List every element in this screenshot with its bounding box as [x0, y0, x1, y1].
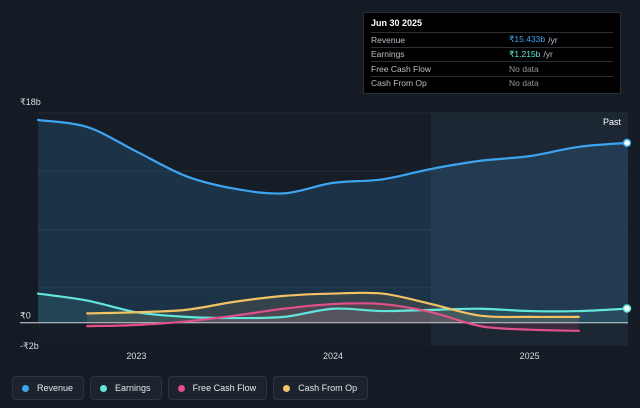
tooltip-value: ₹15.433b	[509, 34, 546, 45]
x-tick-label: 2025	[520, 351, 540, 361]
x-tick-label: 2023	[126, 351, 146, 361]
tooltip-row-earnings: Earnings ₹1.215b /yr	[371, 46, 613, 62]
legend-label: Cash From Op	[298, 383, 358, 393]
tooltip-date: Jun 30 2025	[371, 18, 423, 28]
legend-label: Revenue	[37, 383, 74, 393]
tooltip-label: Free Cash Flow	[371, 63, 431, 74]
revenue-dot-icon	[22, 384, 29, 392]
tooltip-row-fcf: Free Cash Flow No data	[371, 61, 613, 76]
tooltip-label: Revenue	[371, 34, 406, 45]
y-tick-label: ₹18b	[20, 97, 41, 107]
legend-label: Free Cash Flow	[192, 383, 257, 393]
earnings-end-point[interactable]	[622, 304, 632, 313]
revenue-area	[38, 119, 628, 323]
tooltip-value: ₹1.215b	[509, 48, 541, 59]
legend-item-free-cash-flow[interactable]: Free Cash Flow	[167, 376, 268, 400]
tooltip-label: Cash From Op	[371, 78, 427, 89]
legend-label: Earnings	[115, 383, 151, 393]
y-tick-label: ₹0	[20, 311, 31, 321]
tooltip-unit: /yr	[543, 49, 553, 60]
tooltip-value: No data	[509, 63, 539, 74]
tooltip-label: Earnings	[371, 49, 405, 60]
chart-area: ₹18b ₹0 -₹2b 2023 2024 2025 Past	[20, 97, 632, 361]
revenue-end-point[interactable]	[622, 138, 632, 148]
past-label: Past	[603, 117, 622, 127]
cash-from-op-line	[86, 291, 580, 319]
legend-item-earnings[interactable]: Earnings	[90, 376, 162, 400]
tooltip-row-cfo: Cash From Op No data	[371, 75, 613, 91]
legend: Revenue Earnings Free Cash Flow Cash Fro…	[12, 376, 369, 400]
cash-from-op-dot-icon	[283, 384, 291, 392]
tooltip-unit: /yr	[548, 34, 558, 45]
x-tick-label: 2024	[323, 351, 343, 361]
tooltip-row-revenue: Revenue ₹15.433b /yr	[371, 32, 613, 47]
revenue-line	[36, 118, 630, 195]
tooltip: Jun 30 2025 Revenue ₹15.433b /yr Earning…	[363, 12, 621, 94]
legend-item-cash-from-op[interactable]: Cash From Op	[273, 376, 369, 400]
y-tick-label: -₹2b	[20, 341, 39, 351]
tooltip-value: No data	[509, 78, 539, 89]
legend-item-revenue[interactable]: Revenue	[12, 376, 85, 400]
earnings-dot-icon	[100, 384, 108, 392]
free-cash-flow-dot-icon	[177, 384, 185, 392]
free-cash-flow-area	[87, 303, 579, 331]
free-cash-flow-line	[86, 302, 580, 332]
